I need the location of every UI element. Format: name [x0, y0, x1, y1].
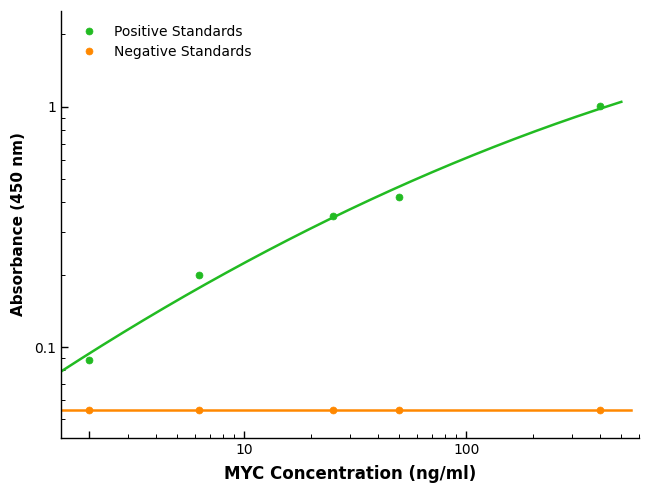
Positive Standards	[85, 358, 93, 364]
Negative Standards	[395, 407, 403, 412]
Negative Standards	[596, 407, 604, 412]
Positive Standards	[596, 103, 604, 109]
Positive Standards	[329, 213, 337, 219]
Positive Standards	[395, 194, 403, 200]
Y-axis label: Absorbance (450 nm): Absorbance (450 nm)	[11, 132, 26, 316]
Negative Standards	[85, 407, 93, 412]
Negative Standards	[195, 407, 203, 412]
Negative Standards	[329, 407, 337, 412]
X-axis label: MYC Concentration (ng/ml): MYC Concentration (ng/ml)	[224, 465, 476, 483]
Line: Negative Standards: Negative Standards	[86, 406, 603, 413]
Line: Positive Standards: Positive Standards	[86, 102, 603, 364]
Legend: Positive Standards, Negative Standards: Positive Standards, Negative Standards	[68, 18, 259, 66]
Positive Standards	[195, 272, 203, 278]
